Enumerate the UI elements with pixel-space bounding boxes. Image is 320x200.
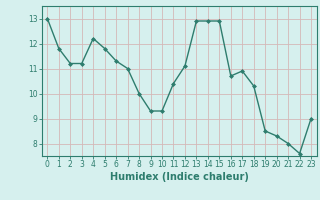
X-axis label: Humidex (Indice chaleur): Humidex (Indice chaleur) [110,172,249,182]
